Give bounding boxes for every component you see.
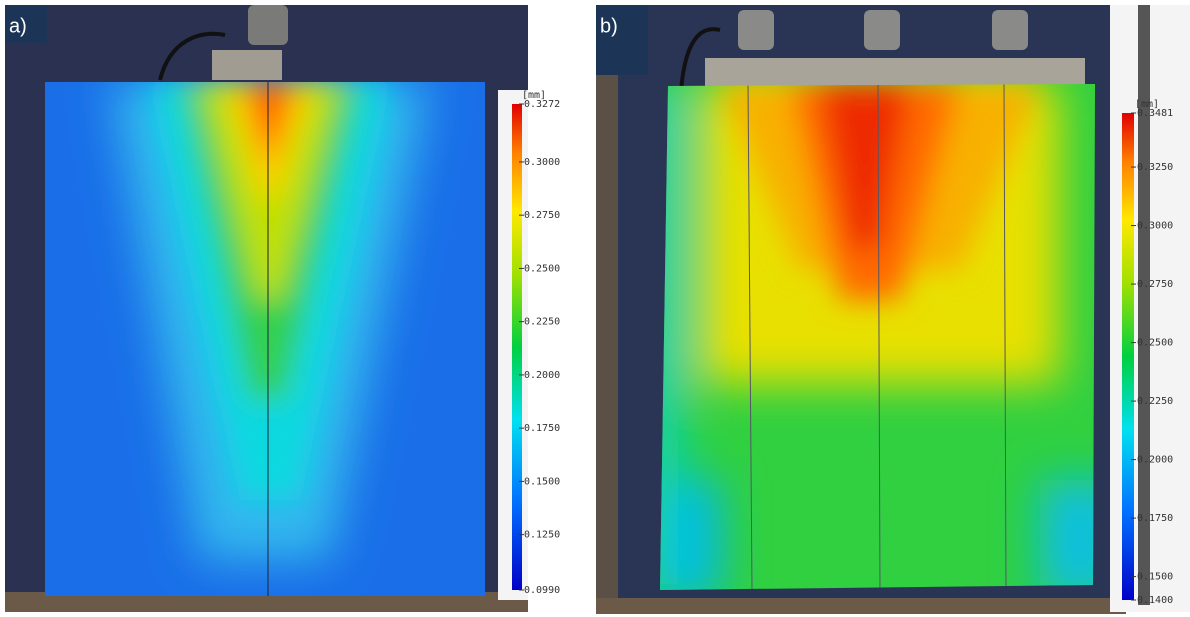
colorbar-tick-label: 0.3250	[1137, 162, 1173, 173]
panel-label-box	[5, 5, 47, 43]
colorbar-tick-label: 0.1250	[524, 530, 560, 541]
heatmap-b	[660, 84, 1095, 590]
colorbar-tick-label: 0.2250	[524, 317, 560, 328]
colorbar-tick-label: 0.2750	[1137, 279, 1173, 290]
heatmap-a	[45, 82, 485, 596]
colorbar-unit: [mm]	[522, 90, 546, 101]
colorbar-tick-label: 0.2500	[524, 263, 560, 274]
colorbar-tick-label: 0.2750	[524, 210, 560, 221]
colorbar	[512, 104, 522, 590]
colorbar-unit: [mm]	[1135, 99, 1159, 110]
colorbar-tick-label: 0.1400	[1137, 595, 1173, 606]
colorbar-tick-label: 0.2000	[1137, 455, 1173, 466]
colorbar-tick-label: 0.0990	[524, 585, 560, 596]
colorbar-tick-label: 0.2250	[1137, 396, 1173, 407]
colorbar-tick-label: 0.2500	[1137, 338, 1173, 349]
colorbar-tick-label: 0.3272	[524, 99, 560, 110]
colorbar-tick-label: 0.1500	[524, 476, 560, 487]
panel-label: b)	[600, 15, 618, 37]
colorbar-tick-label: 0.1750	[524, 423, 560, 434]
colorbar-tick-label: 0.1750	[1137, 513, 1173, 524]
panel-label-box	[596, 5, 648, 75]
colorbar-tick-label: 0.3000	[1137, 221, 1173, 232]
colorbar-tick-label: 0.3000	[524, 157, 560, 168]
colorbar-tick-label: 0.2000	[524, 370, 560, 381]
colorbar-tick-label: 0.3481	[1137, 108, 1173, 119]
colorbar-tick-label: 0.1500	[1137, 572, 1173, 583]
panel-label: a)	[9, 15, 27, 37]
colorbar	[1122, 113, 1134, 600]
